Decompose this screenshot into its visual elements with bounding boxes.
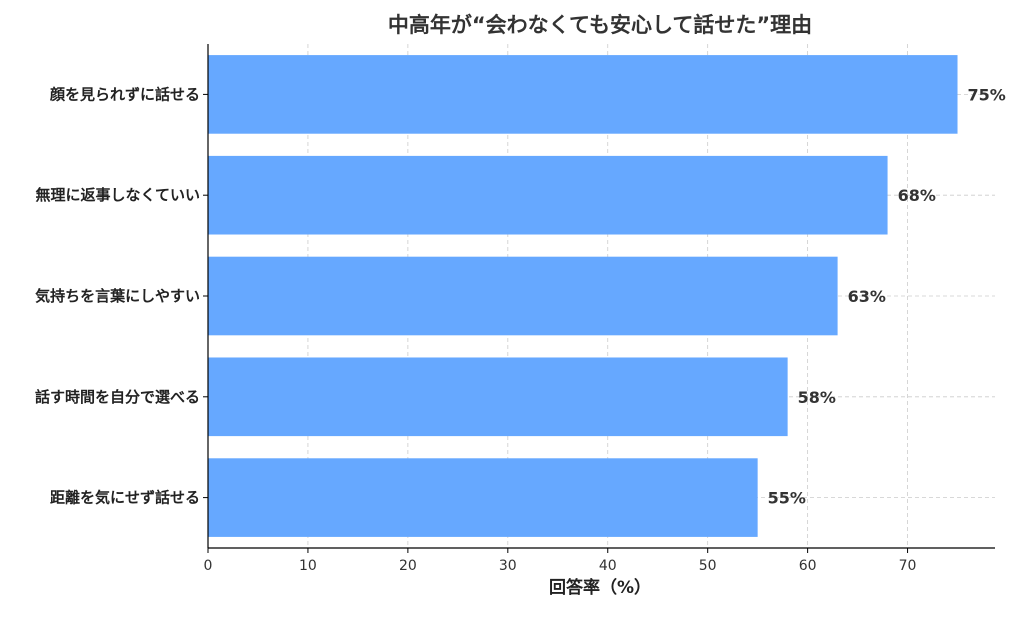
data-label: 68% (898, 186, 936, 205)
x-tick-label: 50 (699, 558, 717, 574)
x-tick-label: 70 (899, 558, 917, 574)
data-label: 63% (848, 287, 886, 306)
bar (208, 256, 838, 336)
data-label: 55% (768, 489, 806, 508)
category-label: 無理に返事しなくていい (35, 186, 200, 204)
x-tick-label: 40 (599, 558, 617, 574)
x-tick-label: 20 (399, 558, 417, 574)
category-label: 顔を見られずに話せる (49, 85, 200, 103)
bar (208, 458, 758, 537)
axes (203, 44, 995, 553)
category-label: 話す時間を自分で選べる (35, 388, 200, 406)
x-tick-label: 60 (799, 558, 817, 574)
bar (208, 357, 788, 437)
labels: 0 10 20 30 40 50 60 70 顔を見られずに話せる 75% 無理に返事しなくていい 6… (35, 85, 1006, 574)
x-axis-title: 回答率（%） (549, 577, 651, 598)
x-tick-label: 30 (499, 558, 517, 574)
bar (208, 155, 888, 235)
x-tick-label: 10 (299, 558, 317, 574)
bars (208, 55, 958, 537)
chart-title: 中高年が“会わなくても安心して話せた”理由 (388, 13, 812, 37)
bar (208, 55, 958, 134)
category-label: 距離を気にせず話せる (50, 489, 200, 507)
data-label: 58% (798, 388, 836, 407)
data-label: 75% (968, 85, 1006, 104)
category-label: 気持ちを言葉にしやすい (35, 287, 200, 305)
x-tick-label: 0 (204, 558, 213, 574)
